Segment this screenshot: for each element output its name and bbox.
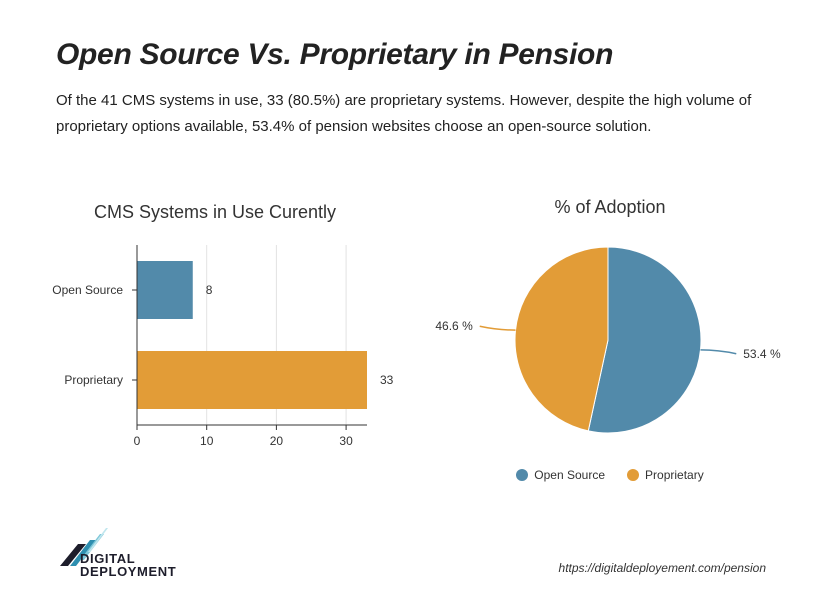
page-subtitle: Of the 41 CMS systems in use, 33 (80.5%)…: [56, 92, 752, 135]
legend-item-open-source: Open Source: [516, 468, 605, 482]
bar-x-tick-label: 30: [339, 434, 353, 448]
bar-category-label: Proprietary: [64, 373, 123, 387]
bar-proprietary: [137, 351, 367, 409]
bar-open-source: [137, 261, 193, 319]
bar-x-tick-label: 20: [270, 434, 284, 448]
pie-slice-label: 46.6 %: [435, 319, 473, 333]
legend-label-open-source: Open Source: [534, 468, 606, 482]
legend-item-proprietary: Proprietary: [627, 468, 704, 482]
legend-label-proprietary: Proprietary: [645, 468, 704, 482]
pie-legend: Open Source Proprietary: [490, 468, 730, 482]
digital-deployment-logo-icon: [60, 528, 108, 566]
pie-leader-line: [700, 349, 737, 355]
pie-leader-line: [479, 325, 516, 331]
pie-slice-open-source: [587, 246, 702, 434]
pie-slice-label: 53.4 %: [743, 347, 781, 361]
source-url[interactable]: https://digitaldeployement.com/pension: [558, 561, 766, 575]
legend-swatch-open-source: [516, 469, 529, 481]
logo-text-line1: DIGITAL: [80, 551, 136, 566]
bar-value-label: 33: [380, 373, 394, 387]
bar-category-label: Open Source: [52, 283, 123, 297]
logo-text-line2: DEPLOYMENT: [80, 564, 177, 579]
bar-value-label: 8: [206, 283, 213, 297]
bar-x-tick-label: 10: [200, 434, 214, 448]
page-title: Open Source Vs. Proprietary in Pension: [56, 38, 614, 71]
pie-chart-title: % of Adoption: [554, 197, 666, 217]
bar-chart-title: CMS Systems in Use Curently: [93, 202, 337, 222]
legend-swatch-proprietary: [627, 469, 640, 481]
pie-slice-proprietary: [514, 246, 609, 432]
bar-x-tick-label: 0: [134, 434, 141, 448]
